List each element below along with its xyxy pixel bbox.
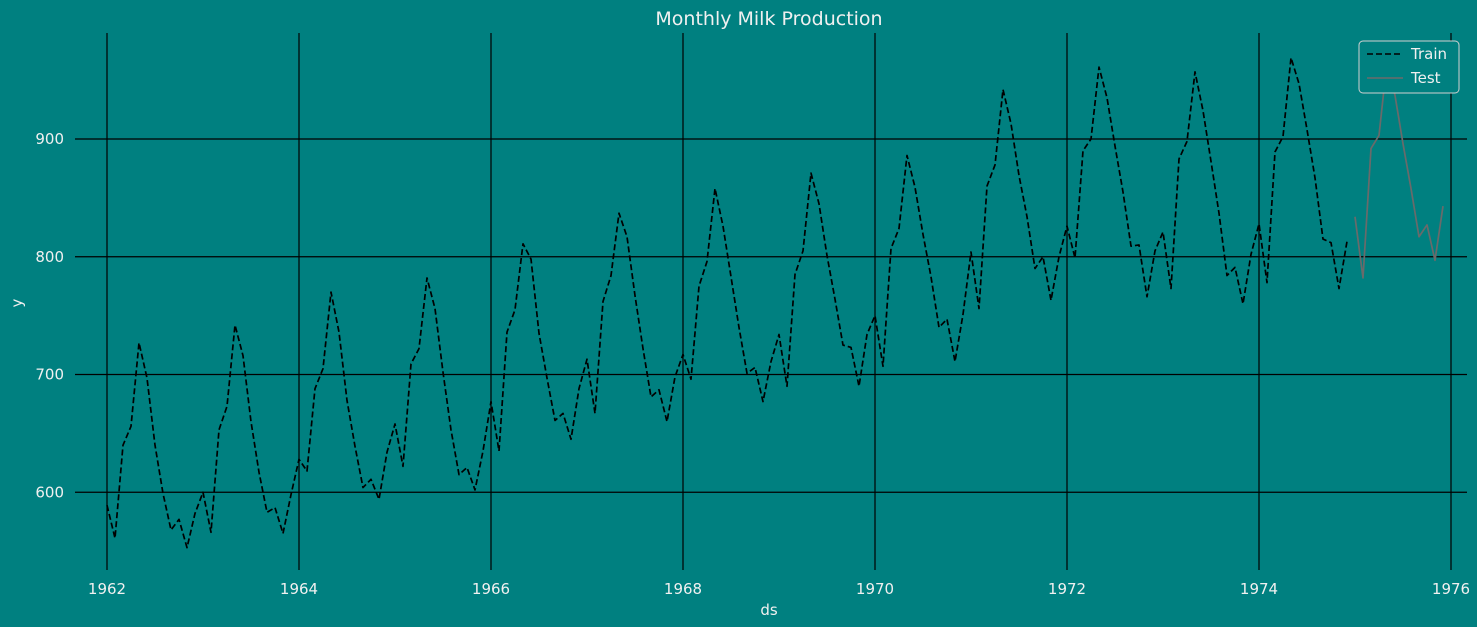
- y-tick-label: 600: [35, 483, 64, 501]
- x-tick-label: 1970: [856, 580, 894, 598]
- x-tick-label: 1972: [1048, 580, 1086, 598]
- y-axis-label: y: [8, 298, 26, 307]
- series-line-test: [1354, 60, 1444, 279]
- x-axis-ticks: 1962 1964 1966 1968 1970 1972 1974 1976: [88, 580, 1470, 598]
- y-tick-label: 700: [35, 366, 64, 384]
- x-axis-label: ds: [760, 601, 778, 619]
- y-tick-label: 800: [35, 248, 64, 266]
- grid: [75, 33, 1467, 570]
- x-tick-label: 1962: [88, 580, 126, 598]
- x-tick-label: 1976: [1432, 580, 1470, 598]
- legend: Train Test: [1358, 40, 1460, 94]
- x-tick-label: 1966: [472, 580, 510, 598]
- legend-train-label: Train: [1410, 45, 1447, 63]
- legend-test-label: Test: [1410, 69, 1441, 87]
- series-layer: [106, 56, 1444, 549]
- x-tick-label: 1974: [1240, 580, 1278, 598]
- series-line-train: [106, 56, 1348, 549]
- y-axis-ticks: 600 700 800 900: [35, 130, 64, 501]
- chart-title: Monthly Milk Production: [655, 8, 882, 30]
- x-tick-label: 1964: [280, 580, 318, 598]
- legend-box: [1358, 40, 1460, 94]
- y-tick-label: 900: [35, 130, 64, 148]
- x-tick-label: 1968: [664, 580, 702, 598]
